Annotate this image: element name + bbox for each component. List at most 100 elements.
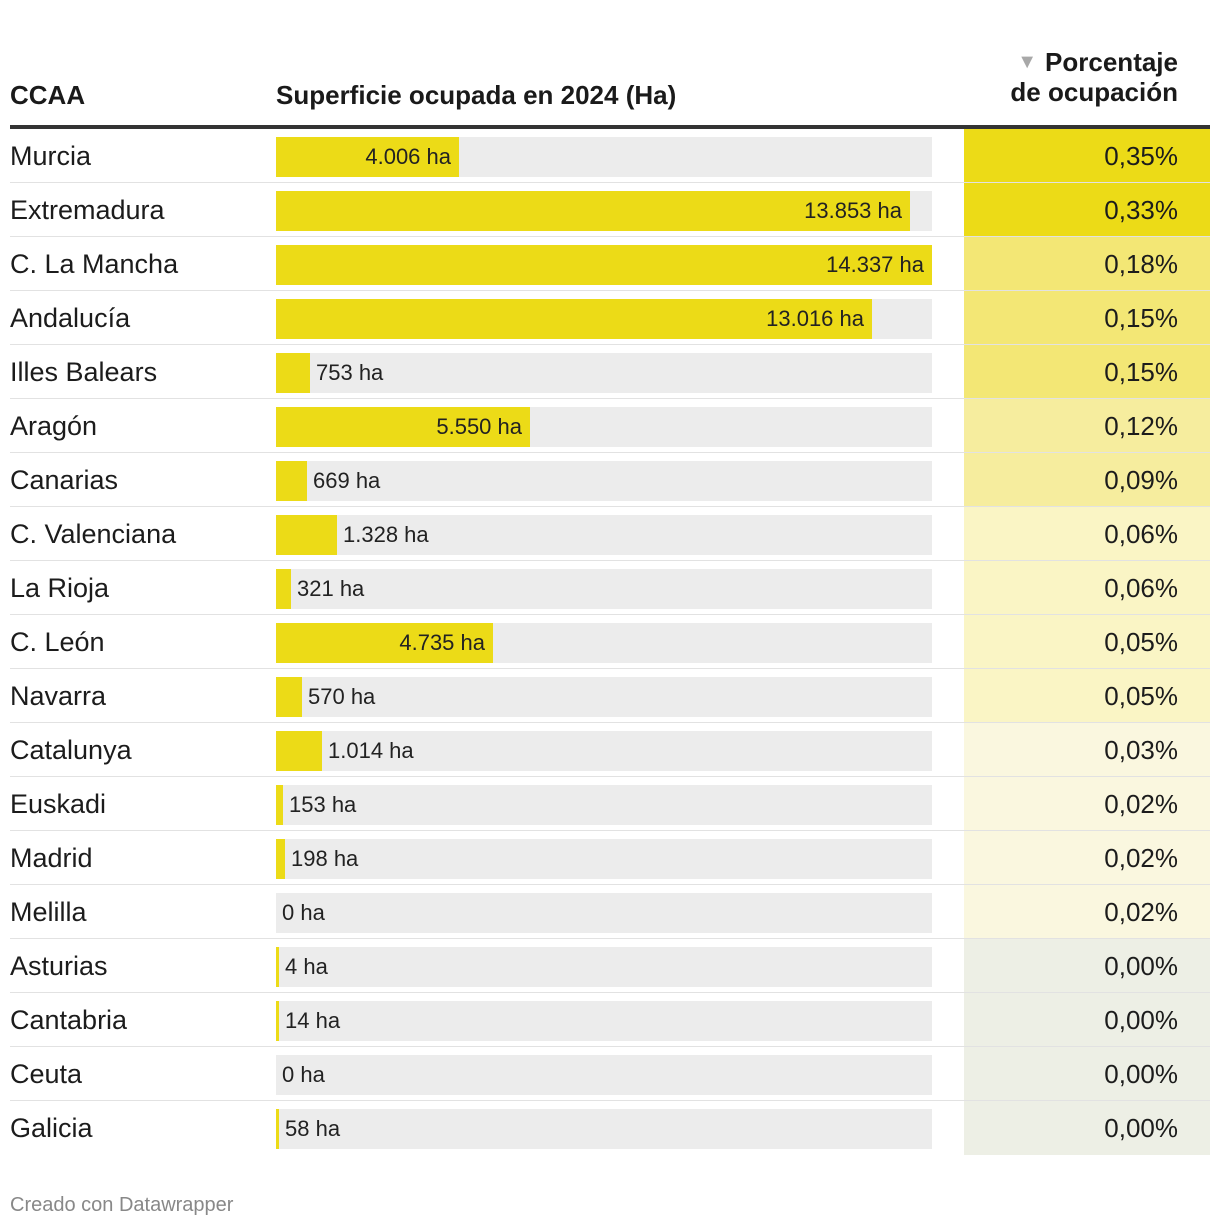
bar-track: 0 ha	[276, 893, 932, 933]
bar	[276, 137, 459, 177]
table-row: Extremadura 13.853 ha 0,33%	[0, 183, 1220, 237]
row-divider	[10, 614, 1210, 615]
bar-track: 153 ha	[276, 785, 932, 825]
bar-track: 4.006 ha	[276, 137, 932, 177]
bar-value-label: 321 ha	[297, 576, 365, 601]
percentage-value: 0,00%	[1104, 1005, 1178, 1035]
footer-credit[interactable]: Creado con Datawrapper	[10, 1194, 234, 1216]
bar-track: 198 ha	[276, 839, 932, 879]
row-name: Melilla	[10, 897, 87, 927]
bar-track: 1.014 ha	[276, 731, 932, 771]
row-divider	[10, 992, 1210, 993]
bar-value-label: 4.735 ha	[399, 630, 485, 655]
row-divider	[10, 290, 1210, 291]
table-row: Cantabria 14 ha 0,00%	[0, 993, 1220, 1047]
percentage-value: 0,02%	[1104, 789, 1178, 819]
table-row: Catalunya 1.014 ha 0,03%	[0, 723, 1220, 777]
row-divider	[10, 1100, 1210, 1101]
row-divider	[10, 236, 1210, 237]
percentage-cell: 0,05%	[964, 615, 1210, 669]
table-header: CCAA Superficie ocupada en 2024 (Ha) ▼ Po…	[0, 0, 1220, 128]
bar	[276, 299, 872, 339]
bar	[276, 785, 283, 825]
bar-value-label: 14 ha	[285, 1008, 341, 1033]
column-header-porcentaje-line1: Porcentaje	[1045, 47, 1178, 77]
bar	[276, 407, 530, 447]
percentage-value: 0,00%	[1104, 951, 1178, 981]
percentage-cell: 0,02%	[964, 831, 1210, 885]
percentage-cell: 0,18%	[964, 237, 1210, 291]
row-divider	[10, 182, 1210, 183]
row-divider	[10, 668, 1210, 669]
percentage-value: 0,05%	[1104, 627, 1178, 657]
bar-value-label: 153 ha	[289, 792, 357, 817]
percentage-cell: 0,00%	[964, 939, 1210, 993]
bar-value-label: 198 ha	[291, 846, 359, 871]
bar-track: 5.550 ha	[276, 407, 932, 447]
column-header-ccaa[interactable]: CCAA	[10, 80, 86, 110]
row-name: La Rioja	[10, 573, 110, 603]
percentage-value: 0,35%	[1104, 141, 1178, 171]
table-row: Galicia 58 ha 0,00%	[0, 1101, 1220, 1155]
row-name: Navarra	[10, 681, 107, 711]
bar-value-label: 1.328 ha	[343, 522, 429, 547]
bar-track: 4 ha	[276, 947, 932, 987]
table-row: Euskadi 153 ha 0,02%	[0, 777, 1220, 831]
percentage-value: 0,05%	[1104, 681, 1178, 711]
percentage-value: 0,02%	[1104, 843, 1178, 873]
column-header-porcentaje-line2: de ocupación	[1010, 77, 1178, 107]
percentage-cell: 0,02%	[964, 777, 1210, 831]
table-row: C. León 4.735 ha 0,05%	[0, 615, 1220, 669]
bar	[276, 569, 291, 609]
percentage-cell: 0,00%	[964, 993, 1210, 1047]
row-name: Aragón	[10, 411, 98, 441]
bar-track: 570 ha	[276, 677, 932, 717]
percentage-value: 0,12%	[1104, 411, 1178, 441]
percentage-value: 0,15%	[1104, 357, 1178, 387]
table-row: Madrid 198 ha 0,02%	[0, 831, 1220, 885]
bar-value-label: 13.853 ha	[804, 198, 902, 223]
bar-track: 1.328 ha	[276, 515, 932, 555]
percentage-cell: 0,09%	[964, 453, 1210, 507]
percentage-value: 0,02%	[1104, 897, 1178, 927]
column-header-superficie[interactable]: Superficie ocupada en 2024 (Ha)	[276, 80, 677, 110]
percentage-cell: 0,35%	[964, 129, 1210, 183]
percentage-value: 0,03%	[1104, 735, 1178, 765]
row-divider	[10, 1046, 1210, 1047]
bar-track: 58 ha	[276, 1109, 932, 1149]
row-name: Murcia	[10, 141, 92, 171]
percentage-cell: 0,12%	[964, 399, 1210, 453]
row-name: Ceuta	[10, 1059, 83, 1089]
row-name: C. León	[10, 627, 105, 657]
row-divider	[10, 506, 1210, 507]
header-rule	[10, 125, 1210, 129]
bar-value-label: 0 ha	[282, 1062, 325, 1087]
bar	[276, 1109, 279, 1149]
percentage-value: 0,18%	[1104, 249, 1178, 279]
bar	[276, 353, 310, 393]
bar-value-label: 669 ha	[313, 468, 381, 493]
bar	[276, 731, 322, 771]
bar-track: 4.735 ha	[276, 623, 932, 663]
percentage-cell: 0,03%	[964, 723, 1210, 777]
table-row: Aragón 5.550 ha 0,12%	[0, 399, 1220, 453]
sort-descending-icon[interactable]: ▼	[1017, 51, 1038, 73]
row-divider	[10, 938, 1210, 939]
bar-value-label: 13.016 ha	[766, 306, 864, 331]
column-header-porcentaje[interactable]: ▼ Porcentaje de ocupación	[1010, 47, 1178, 107]
bar	[276, 515, 337, 555]
bar-track: 14 ha	[276, 1001, 932, 1041]
percentage-value: 0,00%	[1104, 1113, 1178, 1143]
table-body: Murcia 4.006 ha 0,35% Extremadura 13.853 ha 0…	[0, 129, 1220, 1155]
percentage-value: 0,33%	[1104, 195, 1178, 225]
row-divider	[10, 722, 1210, 723]
table-row: La Rioja 321 ha 0,06%	[0, 561, 1220, 615]
row-name: Canarias	[10, 465, 119, 495]
bar-track: 753 ha	[276, 353, 932, 393]
table-row: Murcia 4.006 ha 0,35%	[0, 129, 1220, 183]
table-row: Navarra 570 ha 0,05%	[0, 669, 1220, 723]
percentage-cell: 0,05%	[964, 669, 1210, 723]
bar-track: 13.016 ha	[276, 299, 932, 339]
bar	[276, 839, 285, 879]
bar-value-label: 753 ha	[316, 360, 384, 385]
